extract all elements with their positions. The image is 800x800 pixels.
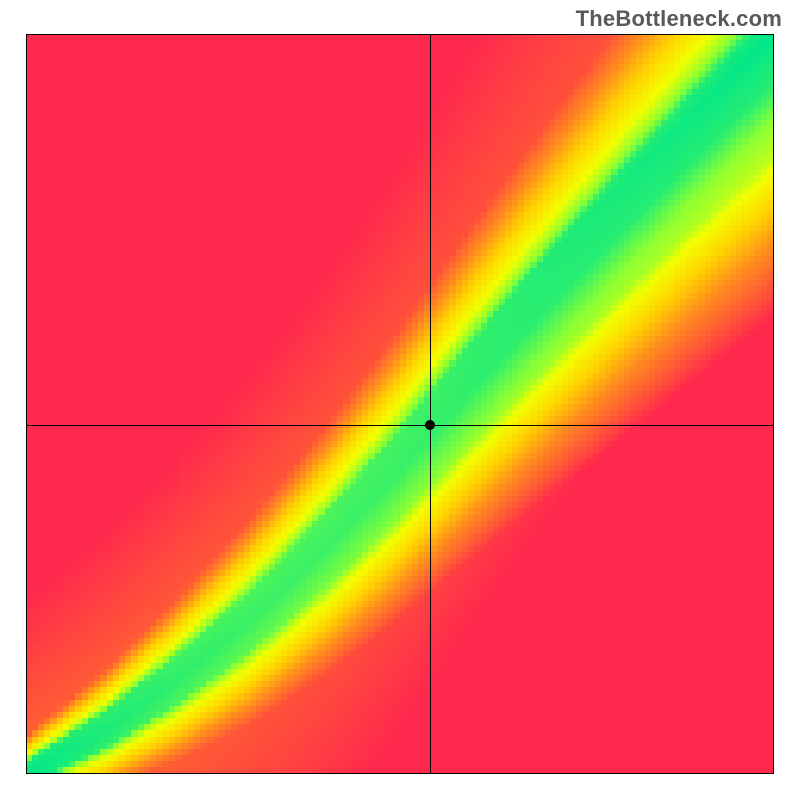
watermark-text: TheBottleneck.com bbox=[576, 6, 782, 32]
chart-container: TheBottleneck.com bbox=[0, 0, 800, 800]
heatmap-canvas bbox=[26, 34, 774, 774]
plot-area bbox=[26, 34, 774, 774]
